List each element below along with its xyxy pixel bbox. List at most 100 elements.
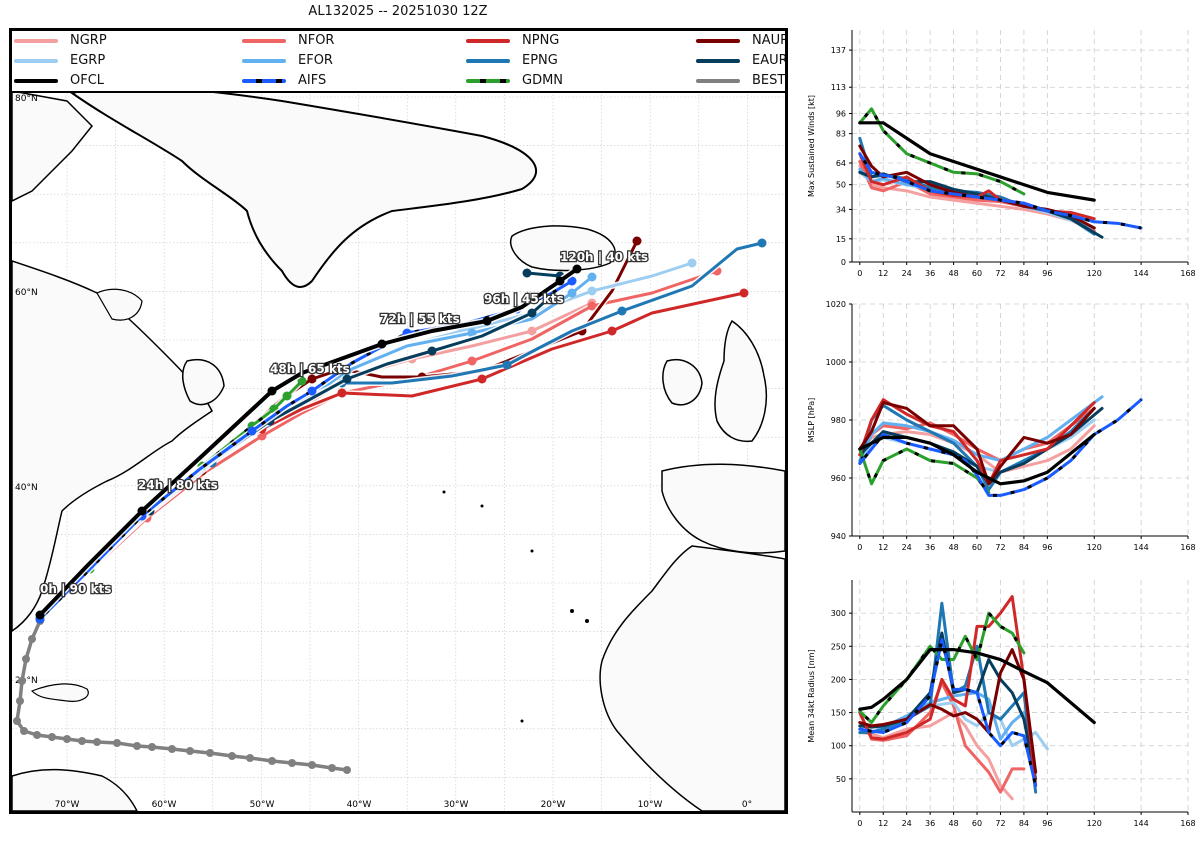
panel-grid	[852, 303, 1189, 537]
track-point	[555, 276, 565, 286]
legend-swatch	[696, 38, 740, 43]
y-axis-label: MSLP [hPa]	[807, 398, 816, 442]
forecast-label: 96h | 45 kts	[484, 292, 564, 306]
x-tick-label: 48	[948, 819, 958, 828]
pressure-chart: 0 12 24 36 48 60 72 84 96 120 144 168 940 960 980 1000 1…	[807, 300, 1196, 552]
forecast-label: 120h | 40 kts	[560, 250, 648, 264]
pressure-panel: 0 12 24 36 48 60 72 84 96 120 144 168 940 960 980 1000 1…	[800, 296, 1200, 564]
series-line-efor	[858, 691, 1038, 774]
y-tick-label: 34	[836, 205, 846, 214]
y-tick-label: 83	[836, 130, 846, 139]
y-tick-label: 150	[831, 709, 846, 718]
map-coastlines	[12, 86, 785, 811]
lon-label: 70°W	[55, 800, 80, 810]
track-point	[16, 697, 24, 705]
x-tick-label: 60	[972, 543, 982, 552]
legend-swatch	[466, 38, 510, 43]
x-tick-label: 96	[1042, 819, 1052, 828]
track-point	[228, 752, 236, 760]
track-point	[687, 258, 697, 268]
x-tick-label: 36	[925, 269, 935, 278]
x-tick-label: 0	[857, 819, 862, 828]
panel-grid	[852, 30, 1189, 263]
track-point	[467, 356, 477, 366]
x-tick-label: 144	[1133, 269, 1148, 278]
series-line-ofcl	[858, 648, 1096, 725]
y-tick-label: 1000	[826, 358, 846, 367]
track-point	[206, 749, 214, 757]
forecast-label: 24h | 80 kts	[138, 478, 218, 492]
track-point	[148, 743, 156, 751]
track-point	[63, 735, 71, 743]
track-ofcl	[35, 264, 582, 620]
series-group	[858, 395, 1143, 497]
x-tick-label: 24	[902, 269, 912, 278]
y-tick-label: 50	[836, 181, 846, 190]
series-dash-gdmn	[858, 447, 990, 494]
series-line-ofcl	[858, 432, 1096, 486]
cuba	[30, 683, 89, 702]
series-line-naur	[858, 401, 1096, 486]
legend: NGRP NFOR NPNG NAUR EGRP EFOR EPNG EAUR OFCL AIFS…	[12, 31, 785, 93]
track-point	[247, 426, 257, 436]
track-point	[572, 264, 582, 274]
x-tick-label: 120	[1087, 543, 1102, 552]
legend-entry-npng: NPNG	[466, 33, 559, 48]
series-line-npng	[858, 595, 1038, 787]
legend-entry-ofcl: OFCL	[14, 73, 104, 88]
track-point	[282, 391, 292, 401]
legend-swatch	[466, 78, 510, 83]
x-tick-label: 168	[1180, 819, 1195, 828]
track-point	[307, 374, 317, 384]
x-tick-label: 12	[878, 819, 888, 828]
legend-label: NPNG	[522, 33, 560, 48]
y-tick-label: 300	[831, 609, 846, 618]
track-point	[342, 374, 352, 384]
track-point	[567, 288, 577, 298]
lat-label: 80°N	[15, 94, 38, 104]
x-tick-label: 144	[1133, 543, 1148, 552]
x-tick-label: 48	[948, 543, 958, 552]
forecast-label: 72h | 55 kts	[380, 312, 460, 326]
track-point	[35, 610, 45, 620]
track-point	[268, 757, 276, 765]
track-point	[267, 386, 277, 396]
forecast-tracks	[13, 236, 767, 774]
track-point	[33, 731, 41, 739]
track-point	[567, 276, 577, 286]
track-point	[133, 742, 141, 750]
track-point	[343, 766, 351, 774]
x-tick-label: 168	[1180, 543, 1195, 552]
lat-label: 20°N	[15, 676, 38, 686]
legend-entry-ngrp: NGRP	[14, 33, 107, 48]
track-point	[632, 236, 642, 246]
series-line-naur	[858, 648, 1038, 774]
series-line-gdmn	[858, 611, 1026, 725]
legend-entry-aifs: AIFS	[242, 73, 326, 88]
track-point	[13, 717, 21, 725]
track-point	[587, 301, 597, 311]
wind-chart: 0 12 24 36 48 60 72 84 96 120 144 168 0 15 34 50 64 83 96 1…	[807, 30, 1196, 278]
x-tick-label: 0	[857, 269, 862, 278]
series-line-npng	[858, 398, 1096, 486]
lon-label: 20°W	[541, 800, 566, 810]
legend-swatch	[14, 78, 58, 83]
track-point	[78, 737, 86, 745]
map-grid-labels: 80°N 60°N 40°N 20°N 70°W 60°W 50°W 40°W 30°W 20°W…	[15, 94, 752, 810]
series-dash-aifs	[859, 639, 1038, 786]
africa	[599, 545, 785, 811]
y-axis-label: Mean 34kt Radius [nm]	[807, 649, 816, 742]
series-group	[858, 106, 1143, 239]
forecast-label: 48h | 65 kts	[270, 362, 350, 376]
x-tick-label: 24	[902, 819, 912, 828]
legend-entry-epng: EPNG	[466, 53, 558, 68]
track-point	[186, 747, 194, 755]
legend-label: NAUR	[752, 33, 788, 48]
series-line-ofcl	[858, 121, 1096, 202]
lon-label: 40°W	[347, 800, 372, 810]
greenland	[69, 86, 537, 288]
legend-label: AIFS	[298, 73, 327, 88]
lon-label: 0°	[742, 800, 752, 810]
track-point	[607, 326, 617, 336]
forecast-label: 0h | 90 kts	[40, 582, 111, 596]
